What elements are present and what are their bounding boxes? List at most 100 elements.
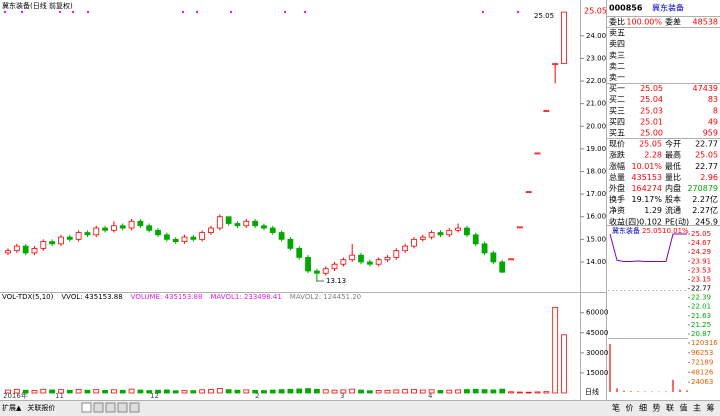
- tab[interactable]: 关联报价: [27, 403, 55, 412]
- y-tick-label: 18.00: [586, 168, 606, 176]
- candle-body: [384, 257, 391, 261]
- candle-body: [269, 227, 276, 233]
- quote-label: 买二: [609, 95, 625, 104]
- quote-label: 外盘: [609, 183, 625, 193]
- candle-body: [75, 232, 82, 240]
- icon[interactable]: [117, 402, 128, 413]
- icon[interactable]: [93, 402, 104, 413]
- y-tick-label: 14.00: [586, 258, 606, 266]
- y-tick-label: 21.25: [691, 321, 711, 329]
- volume-bar: [31, 390, 38, 394]
- quote-value: 0.102: [639, 217, 662, 226]
- volume-bar: [199, 389, 206, 394]
- candle-body: [543, 110, 550, 112]
- intraday-price: 25.05: [642, 227, 662, 235]
- price-tag: 25.05: [584, 7, 607, 16]
- chart-title: 冀东装备(日线 前复权): [2, 1, 73, 10]
- quote-value: 22.77: [695, 140, 718, 149]
- quote-value: 2.27亿: [692, 194, 718, 204]
- candle-body: [234, 223, 241, 227]
- y-tick-label: 21.63: [691, 312, 711, 320]
- volume-bar: [464, 389, 470, 394]
- volume-bar: [269, 389, 276, 394]
- volume-bar: [313, 388, 320, 394]
- volume-bar: [181, 389, 188, 394]
- y-tick-label: 22.00: [586, 77, 606, 85]
- candle-body: [358, 254, 364, 263]
- volume-bar: [305, 388, 311, 394]
- candle-body: [481, 243, 488, 254]
- volume-bar: [358, 389, 364, 394]
- y-tick-label: 15000: [586, 369, 608, 377]
- quote-label: 涨跌: [609, 150, 625, 160]
- quote-value: 25.05: [639, 140, 662, 149]
- quote-value: 164274: [631, 184, 662, 193]
- tab[interactable]: 笔: [612, 403, 620, 413]
- y-tick-label: 23.15: [691, 275, 711, 283]
- y-tick-label: 19.00: [586, 145, 606, 153]
- volume-bar: [137, 389, 144, 394]
- volume-bar: [243, 389, 250, 394]
- tab[interactable]: 值: [680, 403, 688, 413]
- quote-value: 435153: [631, 173, 662, 182]
- volume-bar: [552, 306, 559, 394]
- quote-label: 卖二: [609, 62, 625, 71]
- candle-body: [340, 259, 347, 265]
- volume-bar: [13, 389, 20, 394]
- volume-bar: [366, 390, 373, 394]
- candle-body: [216, 216, 223, 229]
- y-tick-label: 45000: [586, 329, 608, 337]
- candle-body: [499, 261, 506, 273]
- volume-bar: [508, 391, 514, 394]
- quote-price: 25.05: [640, 84, 663, 93]
- quote-label: 买三: [609, 106, 625, 115]
- y-tick-label: 120316: [691, 339, 718, 347]
- icon[interactable]: [105, 402, 116, 413]
- volume-bar: [349, 388, 356, 394]
- candle-body: [252, 220, 259, 227]
- stock-code: 000856: [609, 4, 643, 13]
- candle-body: [5, 250, 11, 254]
- quote-value: 270879: [687, 184, 718, 193]
- candle-body: [419, 236, 426, 240]
- candle-body: [525, 191, 532, 194]
- tab[interactable]: 扩展▲: [2, 403, 22, 412]
- volume-bar: [446, 389, 453, 394]
- tab[interactable]: 势: [653, 403, 661, 413]
- quote-value: 19.17%: [631, 195, 662, 204]
- x-tick-label: 4: [428, 392, 433, 400]
- candle-body: [331, 263, 338, 270]
- tab[interactable]: 联: [666, 404, 674, 413]
- indicator-label: VVOL: 435153.88: [61, 293, 122, 301]
- candle-body: [102, 227, 108, 231]
- volume-bar: [22, 389, 29, 394]
- toolbar-icons[interactable]: [81, 402, 140, 413]
- tab[interactable]: 细: [639, 403, 647, 413]
- y-tick-label: 21.00: [586, 100, 606, 108]
- y-tick-label: 23.53: [691, 266, 711, 274]
- volume-bar: [525, 391, 532, 394]
- tab[interactable]: 主: [693, 403, 701, 413]
- candle-body: [446, 229, 453, 236]
- quote-label: 最高: [665, 150, 681, 160]
- y-tick-label: 23.91: [691, 257, 711, 265]
- quote-value: 2.28: [644, 151, 662, 160]
- volume-bar: [375, 390, 382, 394]
- volume-bar: [163, 389, 170, 394]
- y-tick-label: 22.01: [691, 303, 711, 311]
- candle-body: [163, 234, 170, 240]
- quote-label: 股本: [665, 194, 681, 204]
- candle-body: [93, 227, 100, 236]
- volume-bar: [287, 388, 294, 394]
- quote-label: 卖五: [609, 29, 625, 38]
- icon[interactable]: [129, 402, 140, 413]
- tab[interactable]: 筹: [707, 403, 715, 413]
- quote-value: 2.96: [700, 173, 718, 182]
- quote-value: 25.05: [695, 151, 718, 160]
- volume-bar: [155, 389, 161, 394]
- candle-body: [146, 225, 153, 231]
- candle-body: [349, 254, 356, 261]
- candle-body: [243, 220, 250, 227]
- icon[interactable]: [81, 402, 92, 413]
- tab[interactable]: 价: [626, 404, 634, 413]
